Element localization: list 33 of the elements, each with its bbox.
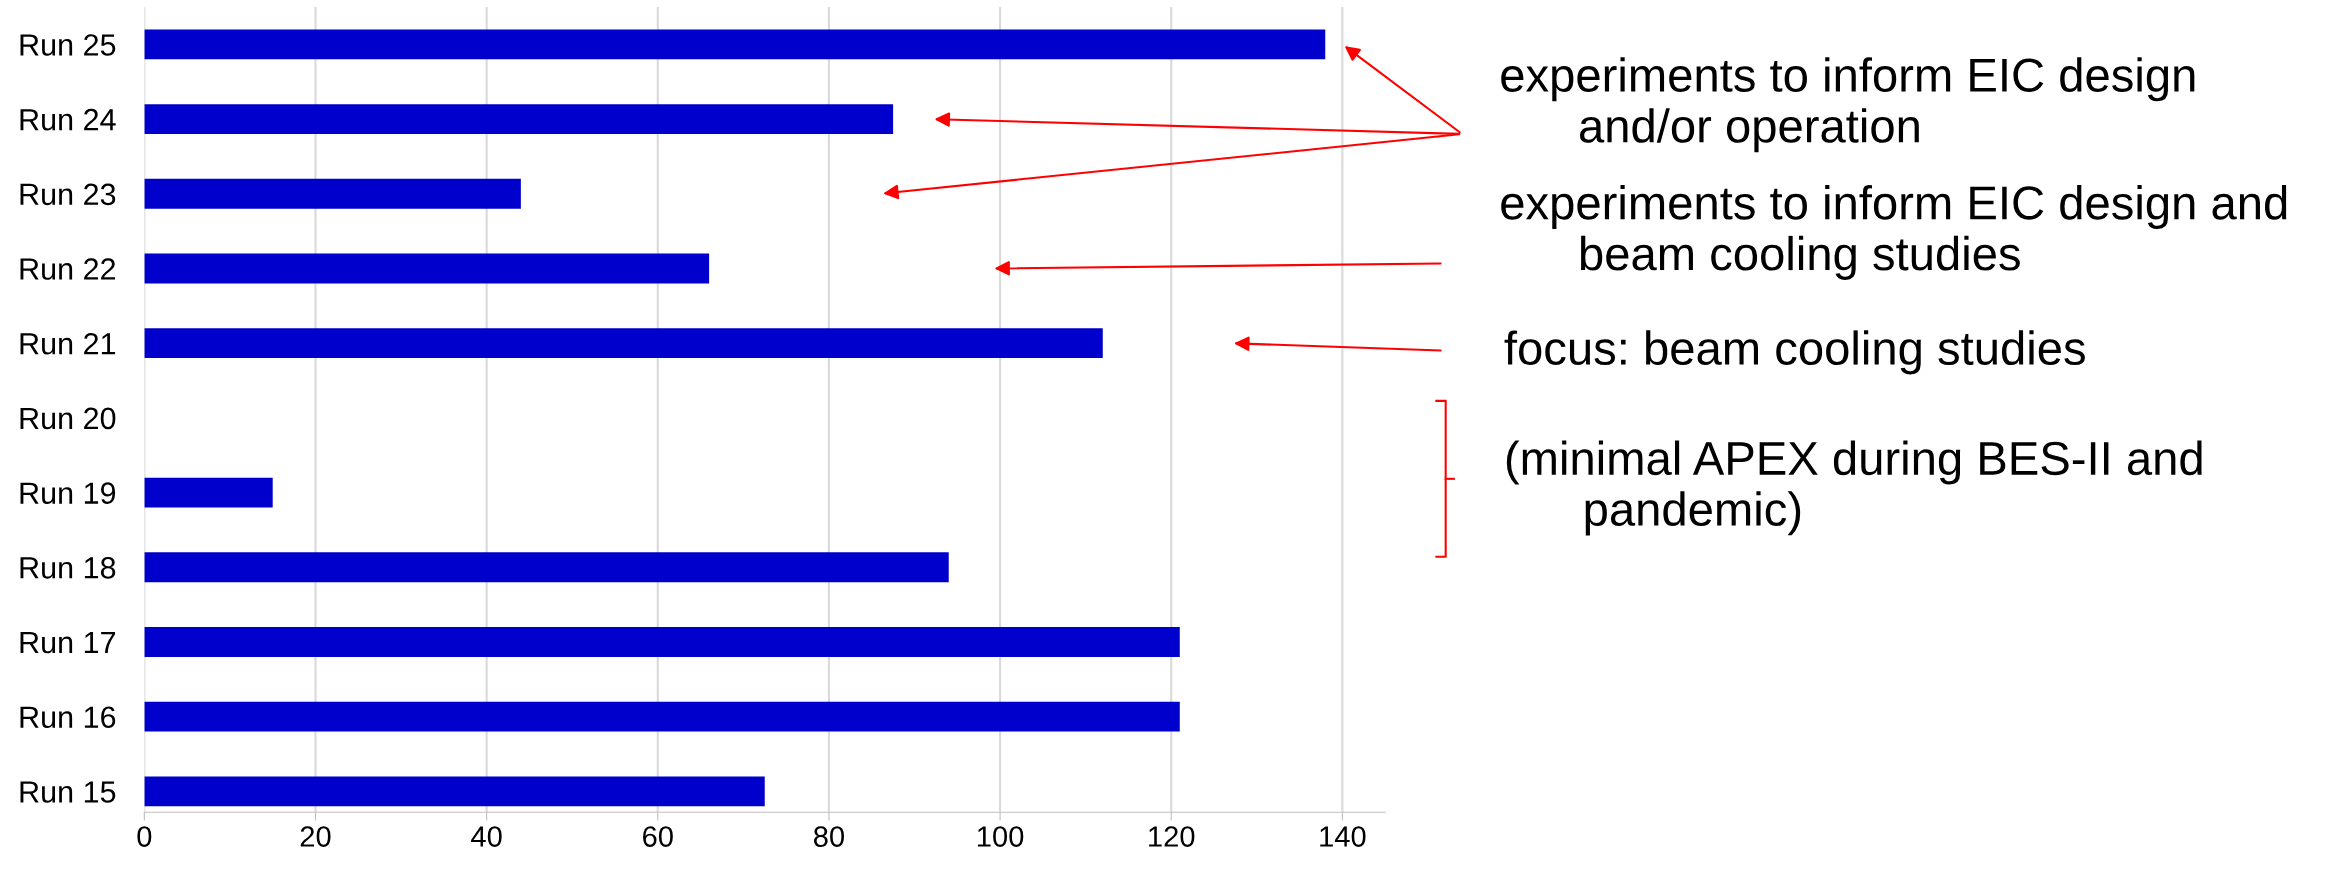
text: (minimal APEX during BES-II and pandemic) — [1506, 440, 2202, 536]
text: experiments to inform EIC design and/or operation — [1501, 57, 2195, 153]
y-tick-label: Run 22 — [20, 258, 116, 280]
y-tick-label: Run 15 — [20, 781, 116, 803]
x-tick-label: 60 — [643, 826, 673, 847]
x-tick-label: 120 — [1149, 826, 1195, 847]
y-tick-label: Run 21 — [20, 332, 116, 355]
bar — [144, 477, 273, 508]
y-tick-label: Run 19 — [20, 482, 116, 504]
y-tick-label: Run 23 — [20, 183, 116, 206]
bar — [144, 328, 1103, 359]
bar — [144, 178, 521, 209]
bar — [144, 29, 1326, 60]
bar — [144, 253, 710, 284]
bar — [144, 776, 765, 807]
y-tick-label: Run 25 — [20, 34, 116, 56]
text: experiments to inform EIC design and beam cooling studies — [1501, 185, 2287, 280]
y-tick-label: Run 16 — [20, 706, 116, 729]
y-tick-label: Run 20 — [20, 407, 116, 430]
bar — [144, 627, 1180, 657]
x-tick-label: 0 — [137, 826, 152, 847]
y-tick-label: Run 18 — [20, 557, 116, 579]
x-tick-label: 40 — [471, 826, 502, 847]
y-tick-label: Run 17 — [20, 632, 116, 654]
x-tick-label: 80 — [813, 826, 845, 847]
bar — [144, 552, 949, 583]
y-tick-label: Run 24 — [20, 108, 116, 131]
text: focus: beam cooling studies — [1504, 330, 2085, 375]
x-tick-label: 100 — [977, 826, 1024, 847]
bar — [144, 104, 894, 135]
x-tick-label: 140 — [1320, 826, 1366, 847]
bar — [144, 701, 1180, 732]
x-tick-label: 20 — [300, 826, 331, 847]
